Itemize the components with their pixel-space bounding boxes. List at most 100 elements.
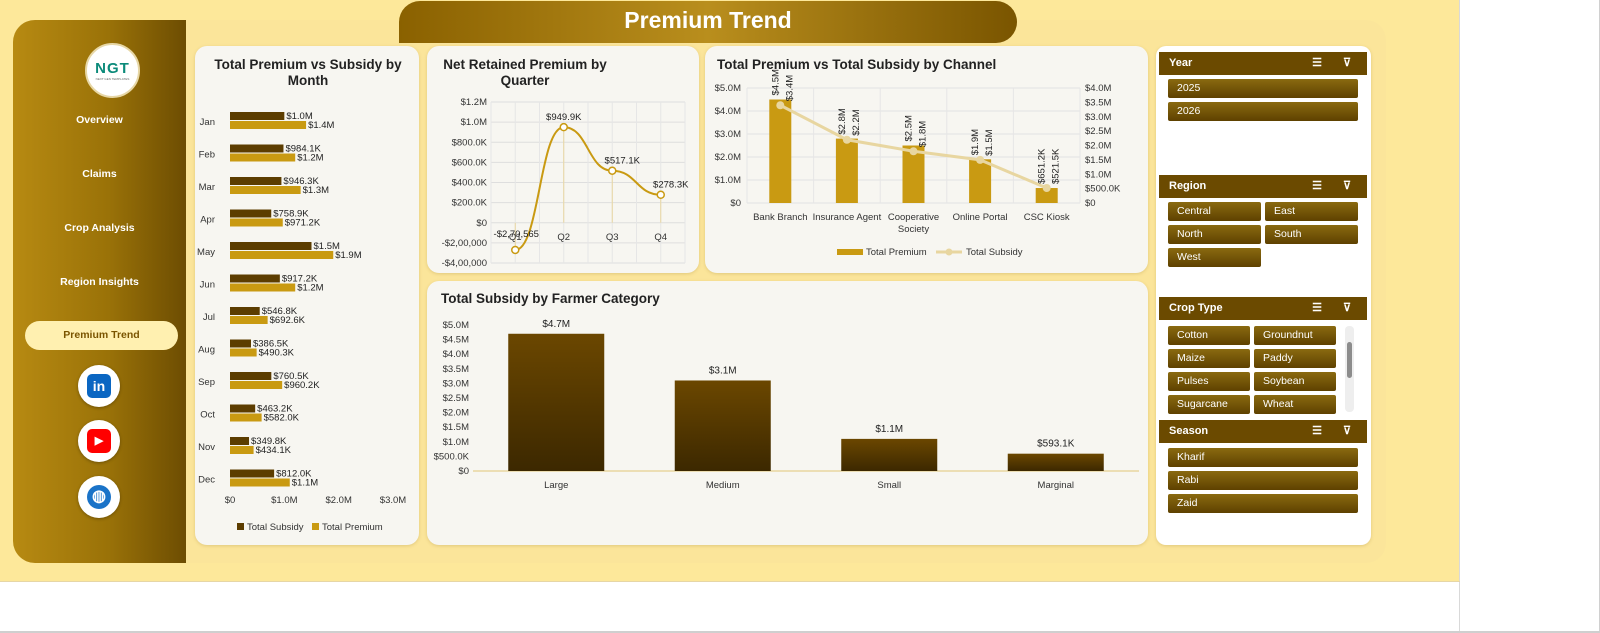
slicer-item-2025[interactable]: 2025 <box>1168 79 1358 98</box>
bar-total-premium <box>1035 188 1058 203</box>
multi-select-icon[interactable]: ☰ <box>1312 180 1322 192</box>
y-tick-label-right: $1.5M <box>1085 155 1111 166</box>
bar-total-premium <box>230 446 254 454</box>
slicer-item-soybean[interactable]: Soybean <box>1254 372 1336 391</box>
multi-select-icon[interactable]: ☰ <box>1312 425 1322 437</box>
website-button[interactable]: ◍ <box>78 476 120 518</box>
slicer-item-west[interactable]: West <box>1168 248 1261 267</box>
quarterly-chart-card: Net Retained Premium by Quarter $1.2M $1.… <box>427 46 699 273</box>
clear-filter-icon[interactable]: ⊽ <box>1342 180 1352 192</box>
legend-label: Total Premium <box>866 247 927 258</box>
slicer-item-sugarcane[interactable]: Sugarcane <box>1168 395 1250 414</box>
youtube-icon: ▶ <box>87 429 111 453</box>
data-label: $517.1K <box>605 156 641 167</box>
region-slicer: Region ☰ ⊽ <box>1159 175 1367 198</box>
y-tick-label: $800.0K <box>452 137 488 148</box>
bar-total-subsidy <box>230 437 250 445</box>
slicer-item-east[interactable]: East <box>1265 202 1358 221</box>
data-label: $946.3K <box>283 176 319 187</box>
divider <box>0 581 1460 582</box>
y-tick-label-left: $0 <box>730 198 741 209</box>
linkedin-button[interactable]: in <box>78 365 120 407</box>
logo-subtext: NEXT GEN TEMPLATES <box>95 77 130 81</box>
linkedin-icon: in <box>87 374 111 398</box>
multi-select-icon[interactable]: ☰ <box>1312 302 1322 314</box>
clear-filter-icon[interactable]: ⊽ <box>1342 302 1352 314</box>
data-point <box>511 245 520 255</box>
multi-select-icon[interactable]: ☰ <box>1312 57 1322 69</box>
x-tick-label: Marginal <box>1038 480 1074 491</box>
slicer-item-paddy[interactable]: Paddy <box>1254 349 1336 368</box>
nav-item-premium-trend[interactable]: Premium Trend <box>25 321 178 350</box>
blank-area <box>1459 0 1600 633</box>
x-tick-label: CSC Kiosk <box>1024 212 1070 223</box>
slicer-item-groundnut[interactable]: Groundnut <box>1254 326 1336 345</box>
x-tick-label: Q2 <box>557 232 570 243</box>
y-tick-label-right: $0 <box>1085 198 1096 209</box>
y-tick-label-right: $1.0M <box>1085 169 1111 180</box>
data-label: $3.1M <box>709 365 737 376</box>
bar-total-subsidy <box>508 333 605 471</box>
crop-slicer-scrollbar[interactable] <box>1345 326 1354 412</box>
data-label: $1.0M <box>286 111 312 122</box>
clear-filter-icon[interactable]: ⊽ <box>1342 57 1352 69</box>
slicer-item-central[interactable]: Central <box>1168 202 1261 221</box>
nav-item-overview[interactable]: Overview <box>76 114 123 126</box>
slicer-item-pulses[interactable]: Pulses <box>1168 372 1250 391</box>
bar-total-premium <box>835 138 858 203</box>
data-point <box>976 155 985 164</box>
month-tick-label: Oct <box>200 410 215 421</box>
slicer-item-kharif[interactable]: Kharif <box>1168 448 1358 467</box>
youtube-button[interactable]: ▶ <box>78 420 120 462</box>
data-label: $812.0K <box>276 469 312 480</box>
x-tick-label: Bank Branch <box>753 212 807 223</box>
slicer-item-zaid[interactable]: Zaid <box>1168 494 1358 513</box>
nav-item-crop-analysis[interactable]: Crop Analysis <box>64 222 135 234</box>
bar-total-premium <box>769 99 792 203</box>
bar-total-subsidy <box>230 242 312 250</box>
data-label: $917.2K <box>282 274 318 285</box>
slicer-item-south[interactable]: South <box>1265 225 1358 244</box>
farmer-chart-title: Total Subsidy by Farmer Category <box>441 291 660 306</box>
month-tick-label: Jan <box>200 117 215 128</box>
data-label: $434.1K <box>256 445 292 456</box>
crop-type-slicer-title: Crop Type <box>1169 302 1223 314</box>
x-tick-label: Society <box>898 224 929 235</box>
month-tick-label: Jul <box>203 312 215 323</box>
y-tick-label-right: $2.5M <box>1085 126 1111 137</box>
bar-total-subsidy <box>230 177 282 185</box>
data-point <box>909 147 918 156</box>
x-tick-label: Q3 <box>606 232 619 243</box>
bar-total-subsidy <box>230 307 260 315</box>
region-slicer-header: Region ☰ ⊽ <box>1159 175 1367 198</box>
data-label: $760.5K <box>273 371 309 382</box>
legend-swatch-total-premium <box>837 249 863 255</box>
bar-total-subsidy <box>674 380 771 471</box>
data-label: $2.8M <box>837 108 848 134</box>
slicer-item-north[interactable]: North <box>1168 225 1261 244</box>
nav-item-claims[interactable]: Claims <box>82 168 117 180</box>
series-line <box>514 126 661 251</box>
bar-total-premium <box>230 316 268 324</box>
data-label: $1.1M <box>875 424 903 435</box>
slicer-item-maize[interactable]: Maize <box>1168 349 1250 368</box>
slicer-item-cotton[interactable]: Cotton <box>1168 326 1250 345</box>
month-tick-label: Nov <box>198 442 215 453</box>
page-title: Premium Trend <box>624 7 792 33</box>
nav-item-region-insights[interactable]: Region Insights <box>60 276 139 288</box>
year-slicer-title: Year <box>1169 57 1193 69</box>
slicer-item-2026[interactable]: 2026 <box>1168 102 1358 121</box>
x-tick-label: Q1 <box>509 232 522 243</box>
bar-total-subsidy <box>841 438 938 471</box>
bar-total-premium <box>230 251 334 259</box>
data-label: $278.3K <box>653 180 689 191</box>
slicer-item-wheat[interactable]: Wheat <box>1254 395 1336 414</box>
scrollbar-thumb[interactable] <box>1347 342 1352 378</box>
data-label: $386.5K <box>253 339 289 350</box>
data-label: $1.5M <box>314 241 340 252</box>
clear-filter-icon[interactable]: ⊽ <box>1342 425 1352 437</box>
bar-total-premium <box>230 186 301 194</box>
legend-swatch-total-premium <box>312 523 319 530</box>
slicer-item-rabi[interactable]: Rabi <box>1168 471 1358 490</box>
